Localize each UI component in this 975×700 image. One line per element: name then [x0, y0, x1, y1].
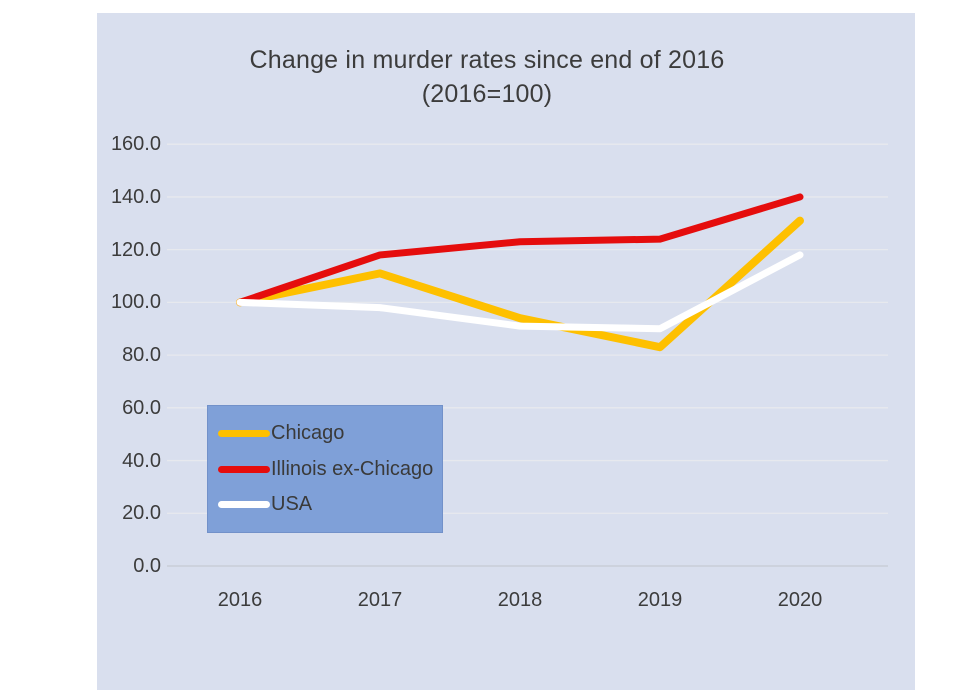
- plot-area: [167, 143, 888, 567]
- y-axis-tick-label: 100.0: [110, 291, 161, 314]
- legend-label: Chicago: [271, 422, 345, 445]
- x-axis-tick-label: 2020: [777, 589, 823, 611]
- chart-title-line1: Change in murder rates since end of 2016: [249, 46, 725, 74]
- y-axis-tick-label: 40.0: [122, 449, 161, 472]
- y-axis-tick-label: 80.0: [122, 344, 161, 367]
- legend-swatch-chicago: [218, 430, 270, 438]
- x-axis-tick-label: 2019: [637, 589, 683, 611]
- legend-swatch-illinois-ex-chicago: [218, 465, 270, 473]
- y-axis-tick-label: 140.0: [110, 185, 161, 208]
- y-axis-tick-label: 120.0: [110, 238, 161, 261]
- x-axis-tick-label: 2016: [217, 589, 263, 611]
- legend-label: Illinois ex-Chicago: [271, 457, 434, 480]
- legend-label: USA: [271, 492, 313, 515]
- legend-item: USA: [218, 493, 436, 516]
- legend-item: Illinois ex-Chicago: [218, 458, 436, 481]
- series-line-usa: [236, 251, 804, 333]
- chart-title-line2: (2016=100): [421, 80, 553, 108]
- series-line-illinois-ex-chicago: [236, 193, 804, 306]
- y-axis-tick-label: 20.0: [122, 502, 161, 525]
- x-axis-tick-label: 2017: [357, 589, 403, 611]
- legend-swatch-usa: [218, 500, 270, 508]
- y-axis-tick-label: 160.0: [110, 133, 161, 156]
- y-axis-tick-label: 60.0: [122, 396, 161, 419]
- legend: Chicago Illinois ex-Chicago USA: [207, 405, 443, 533]
- chart-title: Change in murder rates since end of 2016…: [97, 43, 877, 111]
- y-axis-tick-label: 0.0: [133, 555, 161, 577]
- x-axis-tick-label: 2018: [497, 589, 543, 611]
- legend-item: Chicago: [218, 422, 436, 445]
- chart-panel: Change in murder rates since end of 2016…: [97, 13, 915, 690]
